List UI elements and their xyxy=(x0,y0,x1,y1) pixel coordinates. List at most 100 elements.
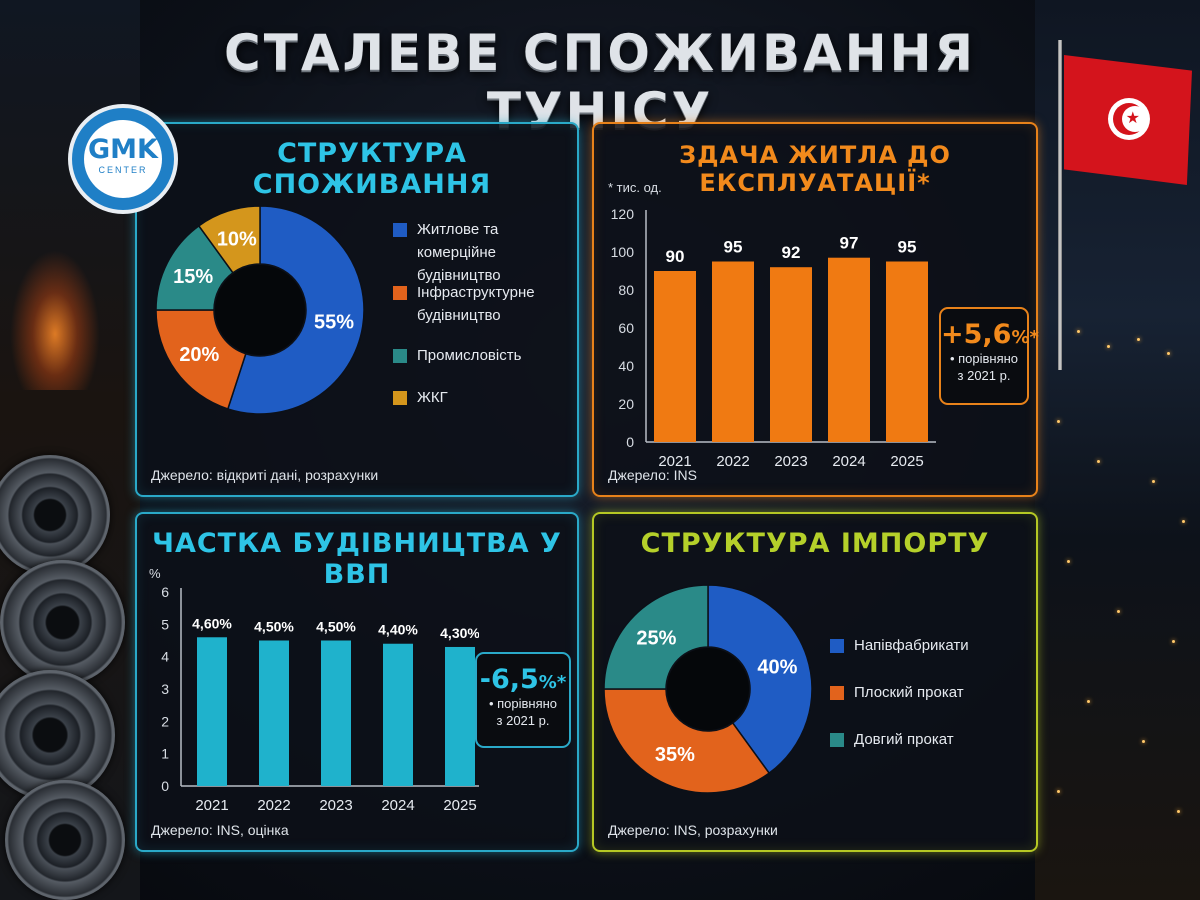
legend-swatch xyxy=(393,286,407,300)
donut-slice xyxy=(197,205,261,274)
legend-swatch xyxy=(830,733,844,747)
legend-label: Плоский прокат xyxy=(854,684,964,701)
flag-crescent-cut xyxy=(1122,106,1148,132)
legend-item: ЖКГ xyxy=(393,386,573,409)
y-tick-label: 4 xyxy=(161,649,169,665)
panel-title: ЧАСТКА БУДІВНИЦТВА У ВВП xyxy=(152,528,562,590)
callout-line: з 2021 р. xyxy=(496,713,550,728)
donut-hole xyxy=(215,265,305,355)
callout-unit: %* xyxy=(538,672,567,693)
slice-label: 40% xyxy=(757,656,797,678)
y-tick-label: 40 xyxy=(618,358,634,374)
steel-coil-4 xyxy=(5,780,125,900)
y-tick-label: 100 xyxy=(611,244,635,260)
bar-value-label: 95 xyxy=(724,238,743,257)
bar-chart-gdp-share: 0 1 2 3 4 5 6 4,60% 2021 4,50% 2022 4,50% 2023 4,40% 2… xyxy=(161,584,479,814)
bar-value-label: 95 xyxy=(898,238,917,257)
donut-chart-consumption: 55% 20% 15%10% xyxy=(155,205,365,415)
furnace-glow xyxy=(10,250,100,390)
bar xyxy=(654,271,696,442)
y-tick-label: 2 xyxy=(161,713,169,729)
donut-chart-import: 40% 35% 25% xyxy=(603,584,813,794)
callout-line: • порівняно xyxy=(488,696,558,711)
donut-slice xyxy=(603,688,771,794)
legend-item: Плоский прокат xyxy=(830,681,1020,704)
slice-label: 25% xyxy=(636,627,676,649)
bar xyxy=(445,646,475,786)
logo-text: GMK xyxy=(88,134,158,165)
legend-item: Довгий прокат xyxy=(830,728,1020,751)
donut-slice xyxy=(226,205,365,415)
y-tick-label: 3 xyxy=(161,681,169,697)
bar-chart-housing: 0 20 40 60 80 100 120 90 2021 95 2022 92 2023 97 2024 9… xyxy=(611,206,936,470)
y-tick-label: 80 xyxy=(618,282,634,298)
legend-label: Промисловість xyxy=(417,347,522,364)
panel-import-structure: СТРУКТУРА ІМПОРТУ 40% 35% 25% Напівфабрика… xyxy=(592,512,1038,852)
donut-slice xyxy=(707,584,813,775)
bar xyxy=(828,257,870,442)
y-tick-label: 120 xyxy=(611,206,635,222)
x-tick-label: 2025 xyxy=(443,797,476,814)
bar-value-label: 92 xyxy=(782,243,801,262)
bar-value-label: 4,60% xyxy=(192,615,232,631)
bar-value-label: 90 xyxy=(666,247,685,266)
legend-label: Інфраструктурне будівництво xyxy=(417,284,535,324)
flag-star-icon: ★ xyxy=(1125,110,1140,127)
y-tick-label: 5 xyxy=(161,616,169,632)
y-tick-label: 0 xyxy=(161,778,169,794)
legend-swatch xyxy=(830,686,844,700)
x-tick-label: 2024 xyxy=(832,453,865,470)
panel-title: ЗДАЧА ЖИТЛА ДО ЕКСПЛУАТАЦІЇ* xyxy=(679,141,951,197)
x-tick-label: 2023 xyxy=(774,453,807,470)
y-tick-label: 1 xyxy=(161,746,169,762)
unit-label: % xyxy=(149,566,161,581)
steel-coil-3 xyxy=(0,670,115,800)
donut-slice xyxy=(155,309,247,410)
panel-title: СТРУКТУРА СПОЖИВАННЯ xyxy=(252,138,492,200)
x-tick-label: 2022 xyxy=(716,453,749,470)
slice-label: 35% xyxy=(655,744,695,766)
callout-value: -6,5 xyxy=(479,664,539,695)
callout-line: • порівняно xyxy=(949,351,1019,366)
bar-value-label: 4,40% xyxy=(378,622,418,638)
gmk-center-logo: GMK CENTER xyxy=(68,104,178,214)
source-note: Джерело: відкриті дані, розрахунки xyxy=(151,467,379,483)
slice-label: 55% xyxy=(314,312,354,334)
bar-value-label: 4,30% xyxy=(440,625,479,641)
legend-label: Напівфабрикати xyxy=(854,637,969,654)
bar xyxy=(886,261,928,442)
steel-coil-2 xyxy=(0,560,125,685)
bar-value-label: 97 xyxy=(840,234,859,253)
bar xyxy=(259,640,289,786)
bar xyxy=(383,643,413,786)
callout-change: +5,6%* • порівняно з 2021 р. xyxy=(939,307,1039,405)
flag-pole xyxy=(1058,40,1062,370)
donut-hole xyxy=(667,648,749,730)
x-tick-label: 2023 xyxy=(319,797,352,814)
source-note: Джерело: INS xyxy=(608,467,697,483)
legend-label: Житлове та комерційне будівництво xyxy=(417,221,501,284)
callout-line: з 2021 р. xyxy=(957,368,1011,383)
bar-value-label: 4,50% xyxy=(316,619,356,635)
bar xyxy=(770,267,812,442)
legend-label: Довгий прокат xyxy=(854,731,954,748)
y-tick-label: 60 xyxy=(618,320,634,336)
legend-item: Інфраструктурне будівництво xyxy=(393,281,573,327)
panel-title: СТРУКТУРА ІМПОРТУ xyxy=(640,528,990,559)
legend-swatch xyxy=(393,223,407,237)
legend-item: Житлове та комерційне будівництво xyxy=(393,218,573,287)
x-tick-label: 2021 xyxy=(658,453,691,470)
steel-coil-1 xyxy=(0,455,110,575)
legend-swatch xyxy=(393,349,407,363)
panel-consumption-structure: СТРУКТУРА СПОЖИВАННЯ 55% 20% 15% 10% Житлов… xyxy=(135,122,579,497)
slice-label: 20% xyxy=(179,344,219,366)
bar xyxy=(197,637,227,786)
bar xyxy=(712,261,754,442)
y-tick-label: 0 xyxy=(626,434,634,450)
legend-item: Напівфабрикати xyxy=(830,634,1020,657)
x-tick-label: 2021 xyxy=(195,797,228,814)
y-tick-label: 6 xyxy=(161,584,169,600)
y-tick-label: 20 xyxy=(618,396,634,412)
donut-slice xyxy=(603,584,709,690)
callout-change: -6,5%* • порівняно з 2021 р. xyxy=(475,652,571,748)
